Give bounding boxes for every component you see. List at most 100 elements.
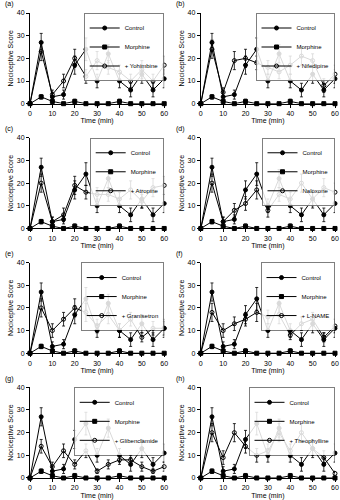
- svg-text:20: 20: [17, 180, 25, 187]
- svg-text:0: 0: [28, 110, 32, 117]
- svg-text:Time (min): Time (min): [251, 117, 284, 125]
- svg-text:60: 60: [331, 360, 339, 367]
- svg-text:50: 50: [138, 235, 146, 242]
- svg-text:40: 40: [286, 110, 294, 117]
- svg-text:Morphine: Morphine: [122, 294, 148, 300]
- svg-text:(e): (e): [5, 250, 14, 258]
- svg-text:0: 0: [28, 235, 32, 242]
- svg-text:20: 20: [188, 55, 196, 62]
- svg-text:10: 10: [17, 327, 25, 334]
- svg-text:10: 10: [188, 452, 196, 459]
- svg-text:Nociceptive Score: Nociceptive Score: [7, 280, 15, 337]
- svg-text:Morphine: Morphine: [297, 44, 323, 50]
- svg-text:50: 50: [138, 110, 146, 117]
- svg-text:Nociceptive Score: Nociceptive Score: [178, 155, 186, 212]
- svg-text:30: 30: [93, 484, 101, 491]
- svg-text:30: 30: [17, 32, 25, 39]
- svg-text:+ L-NAME: + L-NAME: [302, 313, 330, 319]
- svg-text:0: 0: [199, 484, 203, 491]
- svg-text:Time (min): Time (min): [251, 367, 284, 375]
- svg-text:+ Theophylline: + Theophylline: [290, 438, 330, 444]
- svg-text:Time (min): Time (min): [81, 242, 114, 250]
- svg-text:40: 40: [116, 235, 124, 242]
- svg-text:20: 20: [242, 235, 250, 242]
- svg-text:40: 40: [286, 484, 294, 491]
- svg-text:30: 30: [17, 282, 25, 289]
- svg-text:Nociceptive Score: Nociceptive Score: [7, 155, 15, 212]
- svg-text:60: 60: [160, 360, 168, 367]
- svg-text:0: 0: [21, 225, 25, 232]
- svg-text:10: 10: [219, 110, 227, 117]
- svg-text:Morphine: Morphine: [290, 419, 316, 425]
- svg-text:Nociceptive Score: Nociceptive Score: [7, 30, 15, 87]
- svg-text:10: 10: [48, 110, 56, 117]
- svg-text:30: 30: [264, 360, 272, 367]
- svg-text:10: 10: [188, 202, 196, 209]
- svg-text:Time (min): Time (min): [81, 492, 114, 500]
- svg-text:0: 0: [28, 484, 32, 491]
- svg-text:20: 20: [17, 304, 25, 311]
- svg-text:(d): (d): [176, 125, 185, 133]
- svg-text:(a): (a): [5, 0, 14, 8]
- svg-text:50: 50: [309, 235, 317, 242]
- svg-text:20: 20: [242, 484, 250, 491]
- svg-text:10: 10: [219, 484, 227, 491]
- svg-text:Control: Control: [303, 150, 322, 156]
- svg-text:0: 0: [191, 474, 195, 481]
- svg-text:Time (min): Time (min): [81, 117, 114, 125]
- svg-text:Naloxone: Naloxone: [303, 188, 329, 194]
- svg-text:40: 40: [17, 9, 25, 16]
- svg-text:0: 0: [21, 100, 25, 107]
- svg-text:20: 20: [71, 235, 79, 242]
- svg-text:+ Glibenclamide: + Glibenclamide: [115, 438, 159, 444]
- svg-text:0: 0: [28, 360, 32, 367]
- svg-text:Morphine: Morphine: [302, 294, 328, 300]
- svg-text:Morphine: Morphine: [125, 44, 151, 50]
- svg-text:10: 10: [188, 327, 196, 334]
- svg-text:50: 50: [138, 360, 146, 367]
- svg-text:60: 60: [331, 235, 339, 242]
- svg-text:+ Atropine: + Atropine: [131, 188, 159, 194]
- svg-text:40: 40: [17, 134, 25, 141]
- svg-text:30: 30: [188, 282, 196, 289]
- svg-text:30: 30: [188, 157, 196, 164]
- svg-text:+ Nifedipine: + Nifedipine: [297, 63, 330, 69]
- svg-text:10: 10: [219, 235, 227, 242]
- svg-text:Morphine: Morphine: [115, 419, 141, 425]
- svg-text:Time (min): Time (min): [251, 242, 284, 250]
- svg-text:+ Yohimbine: + Yohimbine: [125, 63, 159, 69]
- svg-text:30: 30: [188, 406, 196, 413]
- svg-text:0: 0: [199, 235, 203, 242]
- svg-text:10: 10: [17, 452, 25, 459]
- svg-text:20: 20: [188, 304, 196, 311]
- svg-text:(h): (h): [176, 375, 185, 383]
- svg-text:20: 20: [71, 484, 79, 491]
- svg-text:30: 30: [17, 157, 25, 164]
- svg-text:Morphine: Morphine: [131, 169, 157, 175]
- svg-text:50: 50: [309, 484, 317, 491]
- svg-text:40: 40: [188, 134, 196, 141]
- svg-text:20: 20: [242, 110, 250, 117]
- svg-text:10: 10: [48, 360, 56, 367]
- svg-text:60: 60: [160, 110, 168, 117]
- svg-text:Nociceptive Score: Nociceptive Score: [178, 30, 186, 87]
- svg-text:Nociceptive Score: Nociceptive Score: [178, 280, 186, 337]
- svg-text:Control: Control: [115, 400, 134, 406]
- svg-text:40: 40: [17, 384, 25, 391]
- svg-text:40: 40: [17, 259, 25, 266]
- svg-text:0: 0: [21, 350, 25, 357]
- svg-text:(f): (f): [176, 250, 183, 258]
- svg-text:Control: Control: [297, 25, 316, 31]
- svg-text:10: 10: [48, 484, 56, 491]
- svg-text:10: 10: [17, 77, 25, 84]
- svg-text:30: 30: [264, 110, 272, 117]
- svg-text:40: 40: [116, 110, 124, 117]
- svg-text:0: 0: [199, 360, 203, 367]
- svg-text:+ Granisetron: + Granisetron: [122, 313, 159, 319]
- svg-text:30: 30: [264, 235, 272, 242]
- svg-text:60: 60: [160, 484, 168, 491]
- svg-text:(g): (g): [5, 375, 14, 383]
- svg-text:30: 30: [93, 110, 101, 117]
- svg-text:60: 60: [160, 235, 168, 242]
- svg-text:10: 10: [17, 202, 25, 209]
